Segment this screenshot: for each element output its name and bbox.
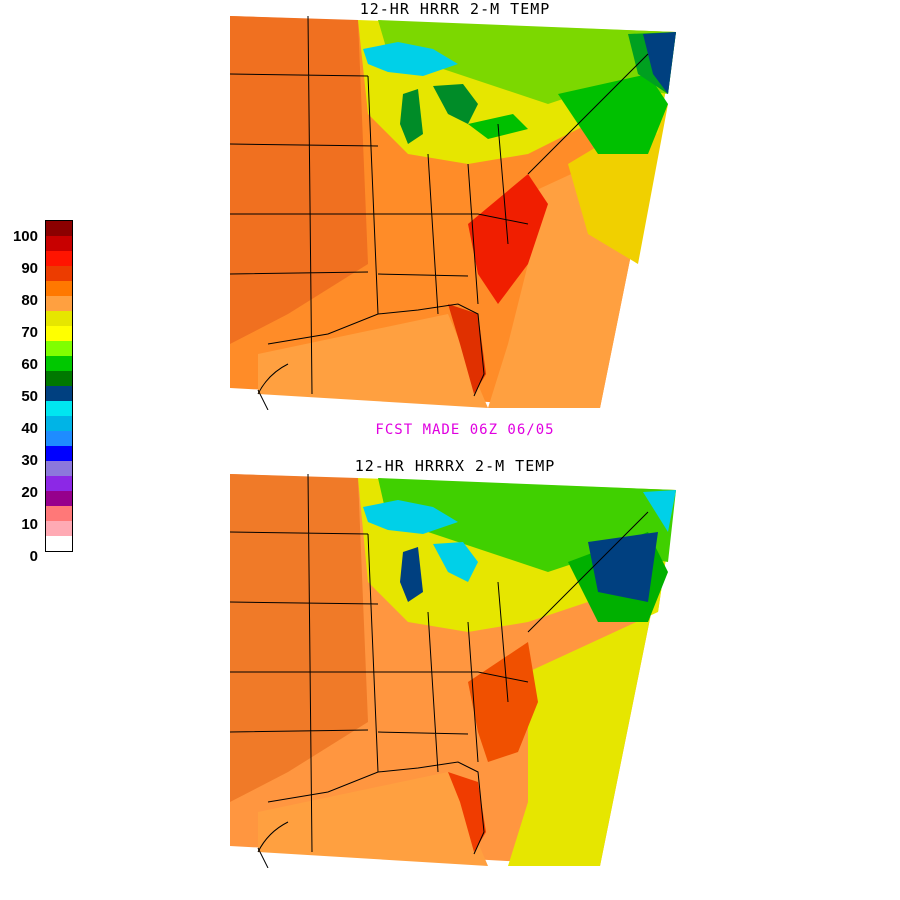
- legend-swatch: [45, 476, 73, 491]
- legend-swatch: [45, 220, 73, 236]
- temperature-color-legend: [45, 220, 73, 552]
- legend-label: 90: [21, 260, 38, 277]
- legend-swatch: [45, 281, 73, 296]
- legend-swatch: [45, 251, 73, 266]
- bottom-map-title: 12-HR HRRRX 2-M TEMP: [354, 457, 556, 475]
- legend-swatch: [45, 386, 73, 401]
- legend-label: 70: [21, 324, 38, 341]
- legend-swatch: [45, 401, 73, 416]
- legend-label: 60: [21, 356, 38, 373]
- forecast-made-label: FCST MADE 06Z 06/05: [375, 422, 555, 438]
- legend-swatch: [45, 266, 73, 281]
- legend-swatch: [45, 296, 73, 311]
- legend-swatch: [45, 431, 73, 446]
- legend-label: 40: [21, 420, 38, 437]
- top-map-title: 12-HR HRRR 2-M TEMP: [359, 0, 551, 18]
- legend-swatch: [45, 416, 73, 431]
- legend-swatch: [45, 461, 73, 476]
- legend-swatch: [45, 236, 73, 251]
- bottom-temperature-map: [229, 473, 676, 868]
- legend-label: 30: [21, 452, 38, 469]
- legend-label: 80: [21, 292, 38, 309]
- legend-swatch: [45, 341, 73, 356]
- legend-swatch: [45, 326, 73, 341]
- legend-label: 10: [21, 516, 38, 533]
- legend-swatch: [45, 311, 73, 326]
- legend-label: 100: [12, 228, 38, 245]
- top-temperature-map: [229, 15, 676, 410]
- legend-swatch: [45, 506, 73, 521]
- legend-swatch: [45, 536, 73, 552]
- legend-label: 0: [29, 548, 38, 565]
- legend-swatch: [45, 491, 73, 506]
- legend-swatch: [45, 356, 73, 371]
- legend-label: 20: [21, 484, 38, 501]
- legend-swatch: [45, 521, 73, 536]
- legend-label: 50: [21, 388, 38, 405]
- legend-swatch: [45, 446, 73, 461]
- legend-swatch: [45, 371, 73, 386]
